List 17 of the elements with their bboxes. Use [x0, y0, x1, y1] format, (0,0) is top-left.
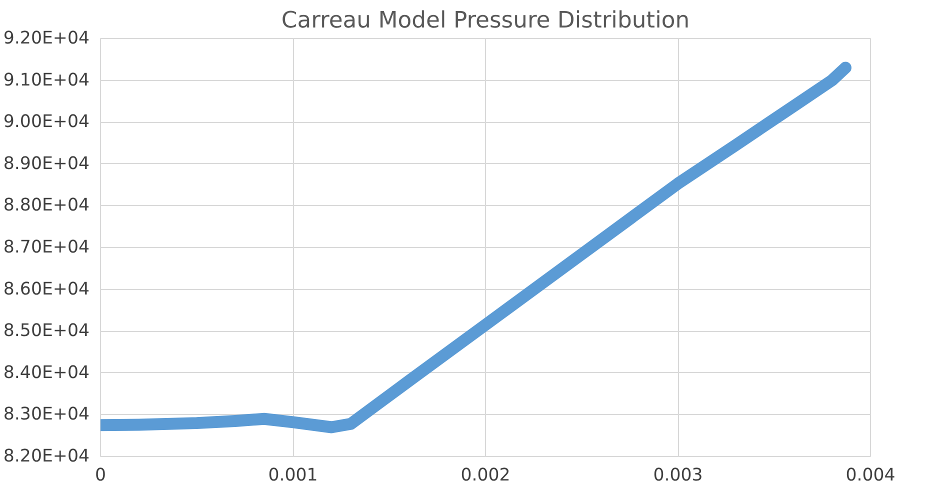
x-tick-label: 0.004 — [846, 466, 896, 486]
y-tick-label: 8.80E+04 — [3, 196, 90, 216]
y-tick-label: 9.20E+04 — [3, 28, 90, 48]
y-tick-label: 8.90E+04 — [3, 154, 90, 174]
x-tick-label: 0.003 — [653, 466, 703, 486]
y-tick-label: 8.40E+04 — [3, 362, 90, 383]
y-tick-label: 8.20E+04 — [3, 446, 90, 466]
x-tick-label: 0 — [94, 466, 106, 486]
y-tick-label: 9.10E+04 — [3, 70, 90, 90]
x-tick-label: 0.001 — [268, 466, 318, 486]
y-tick-label: 9.00E+04 — [3, 112, 90, 132]
y-tick-label: 8.70E+04 — [3, 238, 90, 258]
x-tick-label: 0.002 — [460, 466, 510, 486]
y-tick-label: 8.30E+04 — [3, 404, 90, 425]
y-tick-label: 8.50E+04 — [3, 321, 90, 342]
chart-title: Carreau Model Pressure Distribution — [281, 8, 690, 34]
y-tick-label: 8.60E+04 — [3, 279, 90, 300]
